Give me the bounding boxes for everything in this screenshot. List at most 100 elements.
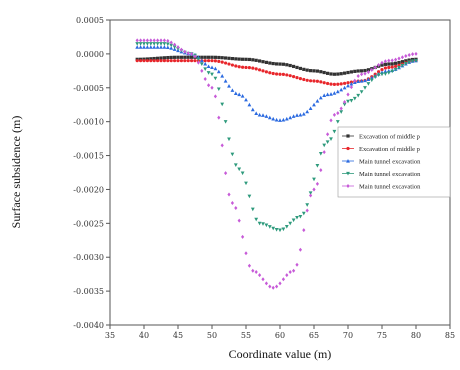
series-5-point bbox=[210, 85, 214, 90]
series-1-point bbox=[169, 55, 173, 60]
series-1-point bbox=[207, 55, 211, 59]
series-3-point bbox=[342, 85, 347, 90]
series-1-point bbox=[258, 59, 262, 63]
series-5-point bbox=[166, 38, 170, 43]
series-3-point bbox=[335, 89, 340, 94]
series-5-point bbox=[394, 57, 398, 62]
series-3-point bbox=[366, 77, 371, 82]
y-axis-title: Surface subsidence (m) bbox=[9, 116, 23, 229]
series-2-point bbox=[156, 59, 160, 63]
series-5-point bbox=[336, 111, 340, 116]
series-5-point bbox=[176, 45, 180, 50]
series-4-point bbox=[407, 60, 412, 65]
series-2-point bbox=[207, 59, 211, 63]
series-5-point bbox=[217, 115, 221, 120]
series-4-point bbox=[298, 214, 303, 219]
series-1-point bbox=[394, 61, 398, 65]
series-5-point bbox=[230, 201, 234, 205]
series-3-point bbox=[305, 109, 310, 114]
series-5-point bbox=[139, 38, 143, 43]
series-2-point bbox=[193, 59, 197, 63]
series-1-point bbox=[390, 62, 394, 66]
series-5-point bbox=[241, 234, 245, 239]
x-tick-label: 85 bbox=[445, 331, 455, 340]
series-4-point bbox=[203, 67, 208, 71]
series-2-point bbox=[139, 59, 143, 63]
series-5-point bbox=[271, 285, 275, 290]
legend-label: Excavation of middle p bbox=[359, 134, 420, 141]
series-4-point bbox=[349, 98, 354, 103]
series-1-point bbox=[152, 56, 156, 61]
y-tick-label: -0.0035 bbox=[73, 287, 104, 296]
series-4-point bbox=[213, 76, 218, 81]
series-4-point bbox=[322, 143, 327, 148]
series-5-point bbox=[213, 94, 217, 99]
series-3-point bbox=[162, 45, 167, 49]
series-5-point bbox=[207, 83, 211, 88]
series-1-point bbox=[302, 67, 306, 71]
series-4-point bbox=[335, 120, 340, 124]
series-1-point bbox=[366, 68, 370, 72]
series-3-point bbox=[247, 102, 252, 107]
series-1-point bbox=[264, 60, 268, 64]
series-1-point bbox=[298, 66, 302, 71]
series-1-point bbox=[162, 56, 166, 60]
series-2-point bbox=[387, 65, 391, 70]
x-tick-label: 80 bbox=[411, 331, 421, 340]
series-2-point bbox=[268, 71, 272, 75]
series-5-point bbox=[145, 38, 149, 43]
series-4-point bbox=[291, 218, 296, 223]
x-tick-label: 70 bbox=[343, 331, 353, 340]
legend-entry: Main tunnel excavation bbox=[342, 184, 421, 191]
series-2-point bbox=[336, 82, 340, 86]
y-tick-label: 0.0005 bbox=[76, 16, 104, 25]
series-3-point bbox=[257, 112, 262, 117]
series-3-point bbox=[227, 83, 231, 88]
series-5-point bbox=[251, 268, 255, 273]
series-5-point bbox=[292, 268, 296, 273]
series-2-point bbox=[176, 59, 180, 63]
series-5-point bbox=[360, 72, 364, 77]
series-5-point bbox=[149, 38, 153, 43]
legend-entry: Main tunnel excavation bbox=[342, 159, 421, 166]
series-3-point bbox=[278, 118, 282, 122]
series-1-point bbox=[237, 57, 241, 61]
x-axis-title: Coordinate value (m) bbox=[229, 347, 332, 361]
series-1-point bbox=[179, 55, 183, 59]
series-4-point bbox=[148, 42, 153, 46]
series-1-point bbox=[166, 55, 170, 60]
series-5-point bbox=[326, 132, 330, 137]
series-3-point bbox=[298, 112, 303, 117]
series-3-point bbox=[244, 97, 248, 102]
series-2-point bbox=[264, 70, 268, 74]
series-4-point bbox=[342, 102, 347, 107]
series-3-point bbox=[213, 66, 218, 71]
series-5-point bbox=[322, 150, 326, 155]
series-2-point bbox=[179, 59, 183, 63]
series-1-point bbox=[200, 55, 204, 59]
series-3-point bbox=[301, 112, 306, 116]
series-5-point bbox=[173, 42, 177, 47]
series-4-point bbox=[250, 207, 255, 212]
series-2-point bbox=[183, 59, 187, 63]
series-4-point bbox=[400, 63, 405, 68]
series-4-point bbox=[363, 86, 367, 90]
series-5-point bbox=[190, 51, 194, 56]
series-2-point bbox=[230, 63, 234, 67]
y-tick-label: -0.0010 bbox=[73, 118, 104, 127]
y-tick-label: -0.0030 bbox=[73, 253, 104, 262]
series-3-point bbox=[172, 47, 177, 51]
series-1-point bbox=[383, 62, 387, 66]
series-3-point bbox=[206, 64, 211, 69]
legend-marker bbox=[346, 146, 350, 151]
series-5-point bbox=[169, 40, 173, 45]
series-1-point bbox=[271, 61, 275, 66]
series-2-point bbox=[275, 72, 279, 76]
series-5-point bbox=[254, 270, 258, 275]
series-1-point bbox=[268, 61, 272, 65]
series-5-point bbox=[278, 281, 282, 286]
series-3-point bbox=[237, 92, 242, 97]
series-4-point bbox=[325, 140, 330, 144]
series-1-point bbox=[224, 56, 228, 60]
series-3-point bbox=[138, 45, 143, 49]
